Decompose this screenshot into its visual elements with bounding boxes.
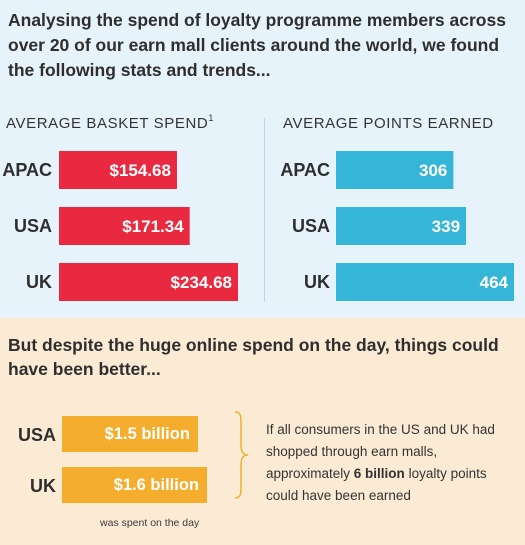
billion-bar-uk: $1.6 billion [62,467,207,503]
despite-heading: But despite the huge online spend on the… [8,335,499,379]
points-earned-title: AVERAGE POINTS EARNED [283,115,494,132]
points-earned-chart: APAC 306 USA 339 UK 464 [280,151,514,301]
basket-spend-label-apac: APAC [2,160,52,180]
note-text-after: loyalty points could have been earned [266,466,487,503]
basket-spend-title-text: AVERAGE BASKET SPEND [6,115,209,132]
chart-divider [264,118,265,302]
note-highlight: 6 billion [353,466,405,481]
points-earned-value-uk: 464 [480,273,509,292]
basket-spend-bar-uk [59,263,238,301]
billion-label-uk: UK [30,476,56,496]
basket-spend-value-apac: $154.68 [110,161,171,180]
points-earned-label-uk: UK [304,272,330,292]
basket-spend-bar-usa [59,207,190,245]
points-earned-value-usa: 339 [432,217,460,236]
basket-spend-title: AVERAGE BASKET SPEND1 [6,113,214,132]
footnote-marker: 1 [208,113,214,123]
basket-spend-label-usa: USA [14,216,52,236]
points-earned-value-apac: 306 [419,161,447,180]
basket-spend-value-uk: $234.68 [171,273,232,292]
basket-spend-chart: APAC $154.68 USA $171.34 UK $234.68 [2,151,238,301]
points-earned-bar-usa [336,207,467,245]
basket-spend-value-usa: $171.34 [122,217,184,236]
earn-mall-note: If all consumers in the US and UK had sh… [266,419,521,507]
billion-bar-usa: $1.5 billion [62,416,198,452]
billion-label-usa: USA [17,425,56,445]
points-earned-label-apac: APAC [280,160,330,180]
spend-caption: was spent on the day [100,517,200,529]
basket-spend-label-uk: UK [26,272,52,292]
brace-icon [234,411,249,499]
points-earned-label-usa: USA [292,216,330,236]
basket-spend-bar-apac [59,151,177,189]
points-earned-bar-uk [336,263,514,301]
intro-text: Analysing the spend of loyalty programme… [8,10,506,80]
points-earned-bar-apac [336,151,454,189]
note-text-before: If all consumers in the US and UK had sh… [266,422,495,481]
